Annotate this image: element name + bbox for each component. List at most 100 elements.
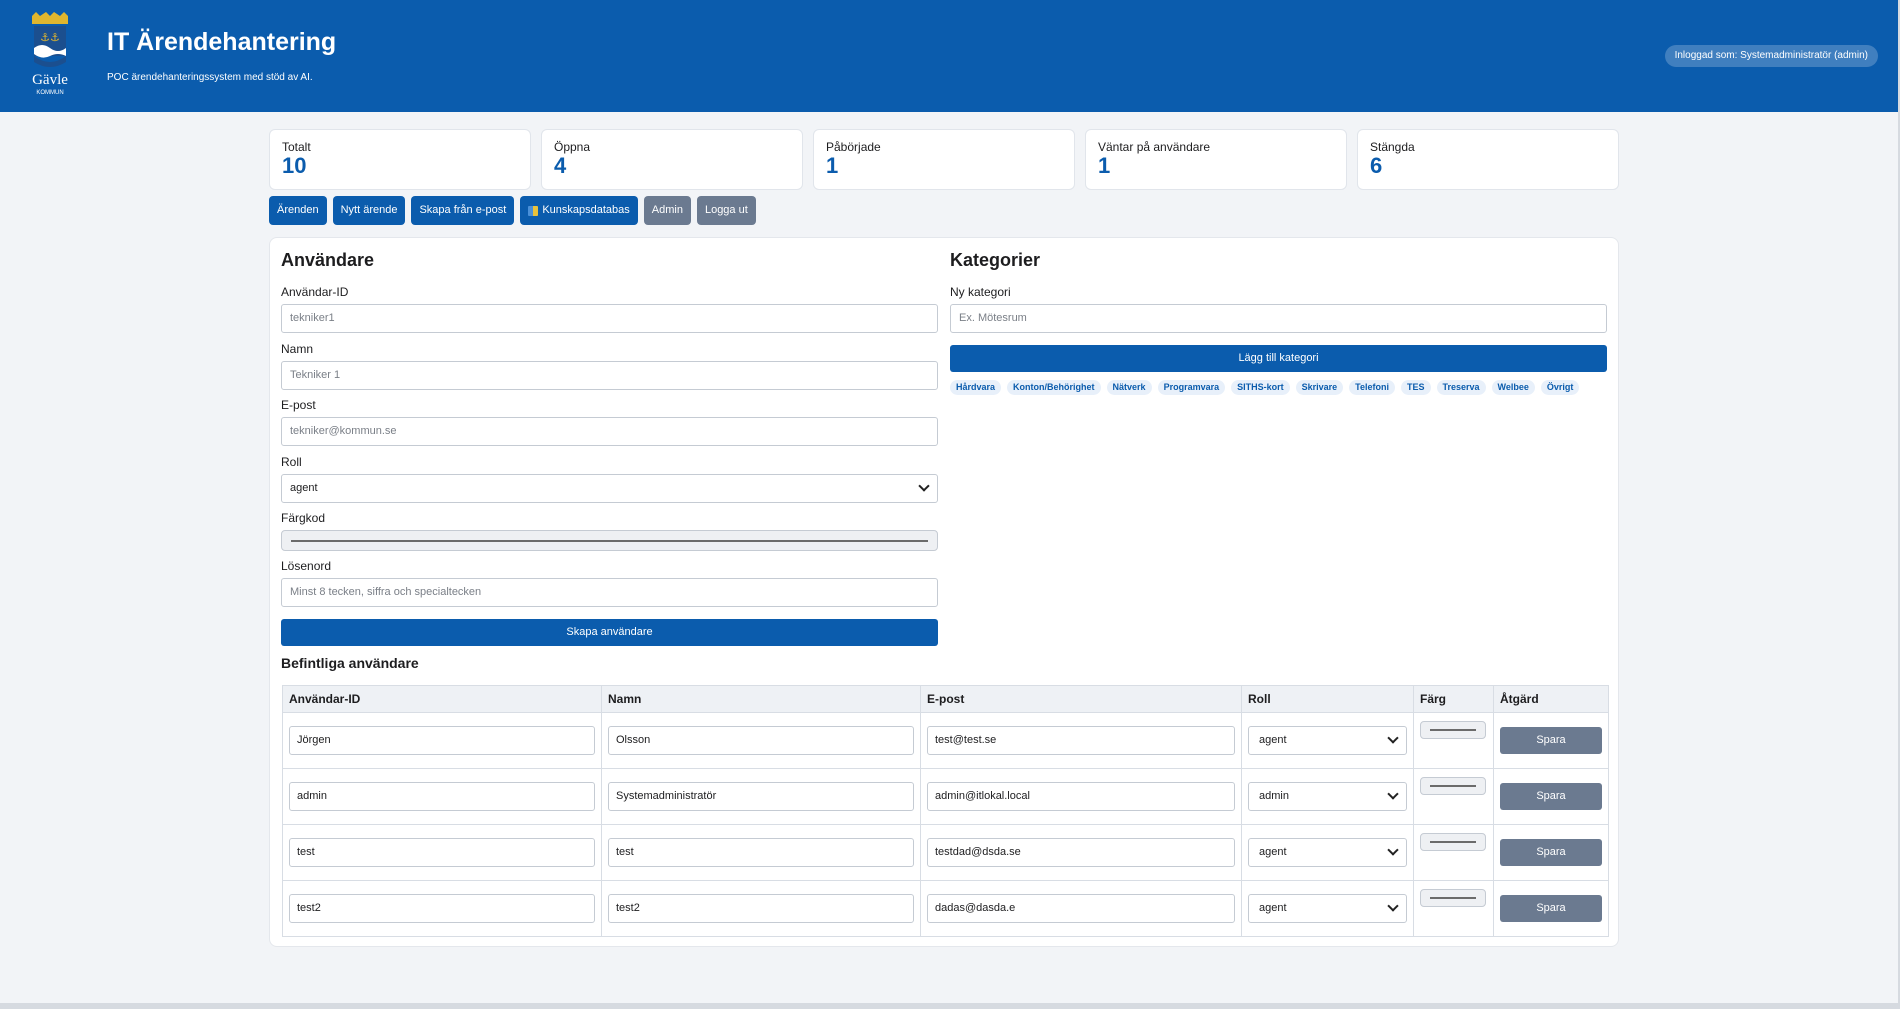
- stat-label: Totalt: [282, 140, 311, 154]
- row-user-id-input[interactable]: Jörgen: [289, 726, 595, 755]
- users-section-title: Användare: [281, 250, 375, 270]
- row-name-input[interactable]: test2: [608, 894, 914, 923]
- row-user-id-input[interactable]: test2: [289, 894, 595, 923]
- row-email-input[interactable]: testdad@dsda.se: [927, 838, 1235, 867]
- user-id-input[interactable]: tekniker1: [281, 304, 938, 333]
- row-email-input[interactable]: admin@itlokal.local: [927, 782, 1235, 811]
- nav-admin-button[interactable]: Admin: [643, 196, 691, 225]
- app-title: IT Ärendehantering: [107, 28, 337, 56]
- password-input[interactable]: Minst 8 tecken, siffra och specialtecken: [281, 578, 938, 607]
- category-list: Hårdvara Konton/Behörighet Nätverk Progr…: [950, 380, 1580, 395]
- nav-logout-button[interactable]: Logga ut: [696, 196, 756, 225]
- stat-card-started: Påbörjade 1: [813, 129, 1075, 190]
- books-icon: [528, 205, 539, 216]
- row-role-select[interactable]: agent: [1248, 894, 1407, 923]
- user-id-label: Användar-ID: [281, 285, 349, 299]
- column-header: Namn: [601, 685, 921, 713]
- nav-new-ticket-button[interactable]: Nytt ärende: [332, 196, 406, 225]
- main-nav: Ärenden Nytt ärende Skapa från e-post Ku…: [269, 196, 756, 225]
- stat-value: 6: [1370, 153, 1383, 178]
- email-label: E-post: [281, 398, 316, 412]
- nav-knowledge-base-label: Kunskapsdatabas: [542, 204, 630, 216]
- row-color-picker[interactable]: [1420, 833, 1486, 851]
- logo-subtext: KOMMUN: [36, 90, 63, 96]
- row-role-select[interactable]: admin: [1248, 782, 1407, 811]
- row-role-select[interactable]: agent: [1248, 838, 1407, 867]
- add-category-button[interactable]: Lägg till kategori: [950, 345, 1607, 372]
- role-select-value: agent: [290, 482, 318, 494]
- row-name-input[interactable]: Systemadministratör: [608, 782, 914, 811]
- category-chip: Nätverk: [1106, 380, 1152, 395]
- logo-wordmark: Gävle: [32, 72, 68, 88]
- column-header: Åtgärd: [1493, 685, 1609, 713]
- table-row: admin Systemadministratör admin@itlokal.…: [282, 768, 1609, 825]
- row-email-input[interactable]: test@test.se: [927, 726, 1235, 755]
- row-color-picker[interactable]: [1420, 777, 1486, 795]
- row-name-input[interactable]: Olsson: [608, 726, 914, 755]
- stat-value: 1: [1098, 153, 1111, 178]
- row-role-value: agent: [1259, 734, 1287, 746]
- admin-panel: Användare Användar-ID tekniker1 Namn Tek…: [269, 237, 1619, 947]
- column-header: Färg: [1413, 685, 1494, 713]
- table-row: Jörgen Olsson test@test.se agent Spara: [282, 712, 1609, 769]
- row-save-button[interactable]: Spara: [1500, 895, 1602, 922]
- color-label: Färgkod: [281, 511, 326, 525]
- row-email-input[interactable]: dadas@dasda.e: [927, 894, 1235, 923]
- stat-label: Stängda: [1370, 140, 1415, 154]
- gavle-logo: ⚓⚓ Gävle KOMMUN: [32, 12, 68, 96]
- stat-label: Väntar på användare: [1098, 140, 1211, 154]
- category-chip: Welbee: [1491, 380, 1535, 395]
- row-color-picker[interactable]: [1420, 721, 1486, 739]
- row-save-button[interactable]: Spara: [1500, 783, 1602, 810]
- role-label: Roll: [281, 455, 302, 469]
- row-role-select[interactable]: agent: [1248, 726, 1407, 755]
- categories-section-title: Kategorier: [950, 250, 1041, 270]
- stat-label: Påbörjade: [826, 140, 881, 154]
- new-category-input[interactable]: Ex. Mötesrum: [950, 304, 1607, 333]
- category-chip: Programvara: [1157, 380, 1226, 395]
- app-header: ⚓⚓ Gävle KOMMUN IT Ärendehantering POC ä…: [0, 0, 1898, 112]
- column-header: E-post: [920, 685, 1242, 713]
- category-chip: Treserva: [1436, 380, 1486, 395]
- role-select[interactable]: agent: [281, 474, 938, 503]
- category-chip: Telefoni: [1349, 380, 1395, 395]
- row-name-input[interactable]: test: [608, 838, 914, 867]
- category-chip: Konton/Behörighet: [1007, 380, 1101, 395]
- table-header-row: Användar-ID Namn E-post Roll Färg Åtgärd: [282, 685, 1609, 713]
- stat-value: 4: [554, 153, 567, 178]
- scrollbar-edge: [1898, 0, 1900, 1009]
- row-save-button[interactable]: Spara: [1500, 727, 1602, 754]
- row-save-button[interactable]: Spara: [1500, 839, 1602, 866]
- stat-card-closed: Stängda 6: [1357, 129, 1619, 190]
- create-user-button[interactable]: Skapa användare: [281, 619, 938, 646]
- row-user-id-input[interactable]: admin: [289, 782, 595, 811]
- email-input[interactable]: tekniker@kommun.se: [281, 417, 938, 446]
- stats-row: Totalt 10 Öppna 4 Påbörjade 1 Väntar på …: [269, 129, 1619, 190]
- chevron-down-icon: [1387, 732, 1399, 744]
- category-chip: TES: [1400, 380, 1431, 395]
- existing-users-title: Befintliga användare: [281, 655, 419, 671]
- color-picker[interactable]: [281, 530, 938, 551]
- nav-create-from-email-button[interactable]: Skapa från e-post: [411, 196, 515, 225]
- row-user-id-input[interactable]: test: [289, 838, 595, 867]
- chevron-down-icon: [1387, 900, 1399, 912]
- stat-card-open: Öppna 4: [541, 129, 803, 190]
- svg-text:⚓⚓: ⚓⚓: [40, 31, 60, 44]
- users-table: Användar-ID Namn E-post Roll Färg Åtgärd…: [282, 685, 1609, 937]
- chevron-down-icon: [915, 475, 931, 502]
- category-chip: Hårdvara: [950, 380, 1002, 395]
- page-bottom-edge: [0, 1003, 1900, 1009]
- name-input[interactable]: Tekniker 1: [281, 361, 938, 390]
- column-header: Användar-ID: [282, 685, 602, 713]
- column-header: Roll: [1241, 685, 1414, 713]
- nav-knowledge-base-button[interactable]: Kunskapsdatabas: [520, 196, 638, 225]
- category-chip: Övrigt: [1540, 380, 1580, 395]
- category-chip: Skrivare: [1295, 380, 1344, 395]
- table-row: test test testdad@dsda.se agent Spara: [282, 824, 1609, 881]
- row-role-value: admin: [1259, 790, 1289, 802]
- nav-arenden-button[interactable]: Ärenden: [269, 196, 327, 225]
- app-subtitle: POC ärendehanteringssystem med stöd av A…: [107, 72, 313, 83]
- password-label: Lösenord: [281, 559, 332, 573]
- row-color-picker[interactable]: [1420, 889, 1486, 907]
- name-label: Namn: [281, 342, 314, 356]
